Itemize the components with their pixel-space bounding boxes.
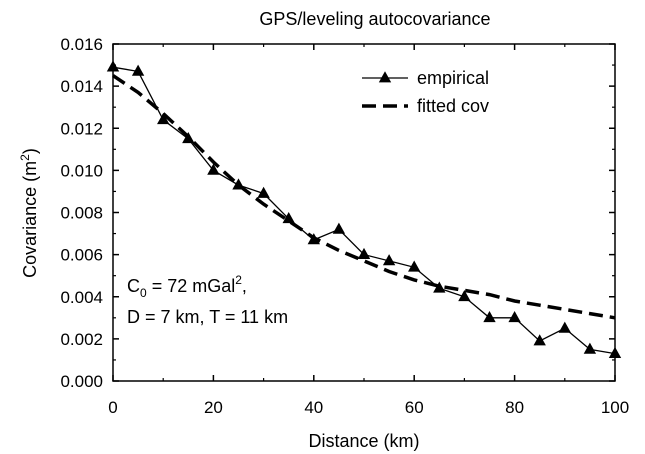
data-point-empirical (458, 289, 471, 302)
chart-title: GPS/leveling autocovariance (259, 9, 490, 29)
annotations: C0 = 72 mGal2, D = 7 km, T = 11 km (127, 273, 288, 327)
annotation-part: 2 (235, 273, 242, 287)
y-tick-label: 0.006 (60, 246, 103, 265)
legend: empirical fitted cov (362, 68, 489, 116)
y-axis-title-superscript: 2 (18, 154, 32, 161)
y-axis-title-main: Covariance (m (20, 161, 40, 278)
data-point-empirical (106, 60, 120, 72)
data-point-empirical (332, 222, 346, 234)
annotation-part: D = 7 km, T = 11 km (127, 307, 288, 327)
data-point-empirical (131, 64, 145, 76)
legend-label-fitted-cov: fitted cov (417, 96, 489, 116)
data-point-empirical (357, 247, 371, 259)
data-point-empirical (307, 233, 320, 245)
data-point-empirical (558, 321, 571, 333)
data-point-empirical (608, 346, 622, 358)
data-point-empirical (508, 311, 521, 323)
y-tick-label: 0.002 (60, 330, 103, 349)
data-point-empirical (207, 163, 220, 175)
annotation-part: C (127, 276, 140, 296)
data-point-empirical (282, 212, 295, 224)
x-tick-label: 60 (405, 398, 424, 417)
y-tick-label: 0.008 (60, 204, 103, 223)
x-axis-title: Distance (km) (308, 431, 419, 451)
data-point-empirical (483, 311, 496, 323)
data-point-empirical (257, 186, 270, 198)
x-tick-label: 80 (505, 398, 524, 417)
data-point-empirical (382, 254, 396, 266)
data-point-empirical (157, 113, 170, 125)
data-point-empirical (232, 178, 245, 190)
data-point-empirical (433, 281, 446, 293)
y-tick-label: 0.012 (60, 119, 103, 138)
annotation-line: D = 7 km, T = 11 km (127, 307, 288, 327)
legend-label-empirical: empirical (417, 68, 489, 88)
data-point-empirical (533, 334, 546, 346)
legend-marker-empirical (378, 71, 392, 83)
annotation-part: , (242, 276, 247, 296)
y-tick-label: 0.004 (60, 288, 103, 307)
y-tick-label: 0.014 (60, 77, 103, 96)
y-tick-label: 0.010 (60, 161, 103, 180)
y-tick-label: 0.016 (60, 35, 103, 54)
y-tick-label: 0.000 (60, 372, 103, 391)
x-axis: 0 20 40 60 80 100 (108, 44, 629, 417)
y-axis-title-close: ) (20, 148, 40, 154)
data-point-empirical (182, 132, 195, 144)
series-line-fitted-cov (112, 74, 616, 320)
y-axis-title: Covariance (m2) (18, 148, 40, 278)
x-tick-label: 100 (601, 398, 629, 417)
x-tick-label: 40 (304, 398, 323, 417)
annotation-part: = 72 mGal (147, 276, 236, 296)
data-point-empirical (583, 342, 597, 354)
x-tick-label: 20 (204, 398, 223, 417)
plot-area (112, 43, 616, 382)
data-point-empirical (408, 260, 421, 272)
x-tick-label: 0 (108, 398, 117, 417)
annotation-line: C0 = 72 mGal2, (127, 273, 247, 300)
annotation-part: 0 (140, 286, 147, 300)
y-axis: 0.000 0.002 0.004 0.006 0.008 0.010 0.012 0.014… (60, 35, 615, 391)
plot-frame (112, 43, 616, 382)
series-layer (106, 60, 622, 358)
